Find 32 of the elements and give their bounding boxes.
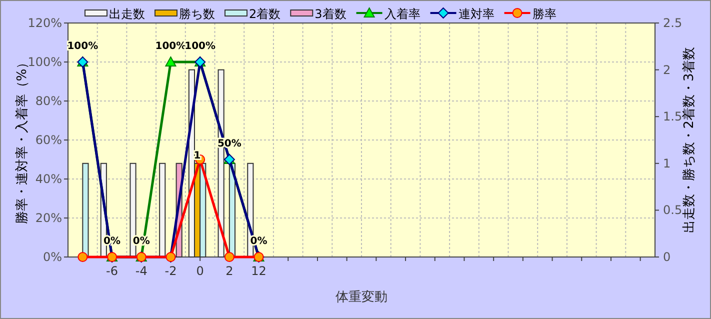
legend-label: 入着率 xyxy=(384,7,420,21)
y2-axis-title: 出走数・勝ち数・2着数・3着数 xyxy=(681,47,697,233)
x-tick-label: -4 xyxy=(135,264,148,278)
data-label: 1 xyxy=(194,150,201,162)
y2-tick-label: 1.5 xyxy=(663,110,682,124)
y-axis-title: 勝率・連対率・入着率（%） xyxy=(14,56,30,224)
y2-tick-label: 2 xyxy=(663,62,671,77)
data-label: 100% xyxy=(184,41,216,52)
y2-tick-label: 0.5 xyxy=(663,203,682,218)
y-tick-label: 60% xyxy=(35,133,62,147)
y-tick-label: 120% xyxy=(28,16,62,30)
y2-tick-label: 2.5 xyxy=(663,16,682,30)
y2-tick-label: 1 xyxy=(663,156,671,170)
y-tick-label: 100% xyxy=(28,55,62,69)
legend-label: 3着数 xyxy=(314,7,346,21)
x-tick-label: -2 xyxy=(164,264,177,278)
x-tick-label: 12 xyxy=(251,264,266,278)
legend-label: 連対率 xyxy=(458,7,494,21)
y-tick-label: 20% xyxy=(35,211,62,225)
x-tick-label: -6 xyxy=(106,264,118,278)
legend-label: 勝ち数 xyxy=(179,7,215,21)
x-tick-label: 2 xyxy=(226,264,234,278)
y2-tick-label: 0 xyxy=(663,250,671,264)
x-tick-label: 0 xyxy=(196,264,204,278)
y-tick-label: 40% xyxy=(35,172,62,186)
x-axis-title: 体重変動 xyxy=(336,289,388,305)
legend-label: 出走数 xyxy=(109,7,145,21)
legend-label: 2着数 xyxy=(249,7,281,21)
y-tick-label: 80% xyxy=(35,94,62,108)
data-label: 100% xyxy=(155,41,186,52)
y-tick-label: 0% xyxy=(42,250,62,264)
legend-label: 勝率 xyxy=(532,7,556,21)
